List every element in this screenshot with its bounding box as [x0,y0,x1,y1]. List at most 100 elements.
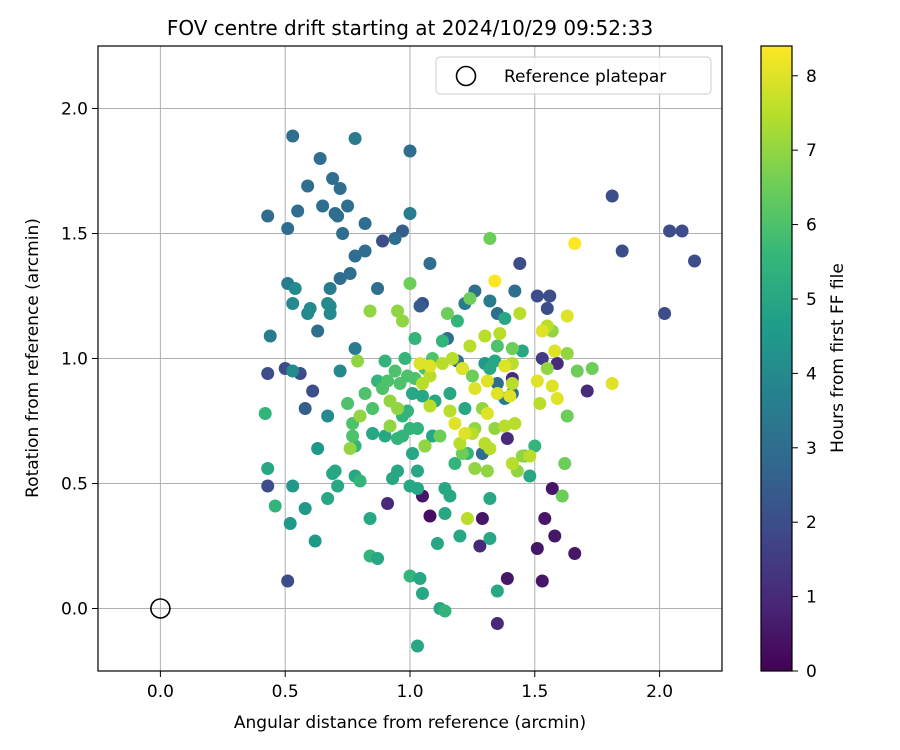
x-axis-ticks: 0.0 0.5 1.0 1.5 2.0 [147,671,673,702]
data-point [490,584,504,598]
data-point [550,357,564,370]
data-point [528,439,542,453]
data-point [415,389,429,403]
data-point [555,489,569,503]
colorbar-fill [761,46,792,671]
legend: Reference platepar [435,56,712,95]
data-point [443,404,457,418]
data-point [283,517,297,530]
data-point [530,374,544,388]
data-point [605,377,619,390]
data-point [311,442,325,455]
data-point [513,257,527,270]
data-point [663,224,677,238]
data-point [483,232,497,245]
data-point [348,132,362,145]
data-point [398,352,412,365]
colorbar-tick-label: 7 [806,141,817,161]
data-point [455,447,469,460]
data-point [303,302,317,315]
legend-marker-icon [455,65,477,87]
data-point [530,289,544,303]
y-tick-label: 1.0 [61,350,88,370]
data-point [348,342,362,355]
data-point [443,387,457,400]
data-point [313,152,327,165]
data-point [358,387,372,400]
data-point [353,409,367,423]
data-point [505,457,519,470]
data-point [540,362,554,375]
colorbar-ticks: 0 1 2 3 4 5 6 7 8 [792,67,817,682]
data-point [363,304,377,318]
data-point [560,409,574,423]
data-point [498,419,512,433]
data-point [391,304,405,318]
data-point [658,307,672,320]
data-point [378,429,392,443]
colorbar-tick-label: 8 [806,67,817,87]
data-point [463,339,477,353]
data-point [413,572,427,585]
data-point [268,499,282,513]
data-point [493,327,507,340]
data-point [568,547,582,560]
data-point [366,427,380,440]
data-point [535,352,549,365]
data-point [580,384,594,398]
data-point [560,347,574,360]
data-point [341,199,355,213]
x-tick-label: 0.0 [147,682,174,702]
data-point [403,207,417,220]
data-point [363,512,377,525]
colorbar-tick-label: 0 [806,662,817,682]
data-point [261,462,275,475]
data-point [523,449,537,463]
data-point [358,244,372,258]
data-point [605,189,619,203]
data-point [343,267,357,280]
y-tick-label: 0.5 [61,475,88,495]
data-point [331,209,345,223]
data-point [413,357,427,370]
data-point [321,492,335,505]
data-point [500,432,514,445]
data-point [533,397,547,410]
data-point [286,479,300,493]
data-point [333,364,347,378]
data-point [288,282,302,295]
data-point [281,222,295,235]
data-point [490,377,504,390]
data-point [688,254,702,268]
data-point [383,419,397,433]
data-point [410,422,424,435]
data-point [405,447,419,460]
y-axis-label: Rotation from reference (arcmin) [23,218,43,498]
data-point [480,407,494,420]
data-points [258,129,702,653]
data-point [468,382,482,395]
data-point [388,232,402,245]
data-point [490,339,504,353]
data-point [545,379,559,393]
data-point [405,387,419,400]
data-point [418,439,432,453]
data-point [558,457,572,470]
reference-marker [150,598,171,619]
data-point [423,257,437,270]
data-point [445,352,459,365]
data-point [438,507,452,520]
data-point [286,297,300,310]
x-tick-label: 1.5 [521,682,548,702]
data-point [483,294,497,308]
data-point [435,334,449,348]
data-point [488,422,502,435]
data-point [410,464,424,478]
data-point [570,364,584,378]
data-point [333,182,347,195]
data-point [261,209,275,223]
data-point [308,534,322,548]
data-point [391,402,405,415]
data-point [490,617,504,630]
